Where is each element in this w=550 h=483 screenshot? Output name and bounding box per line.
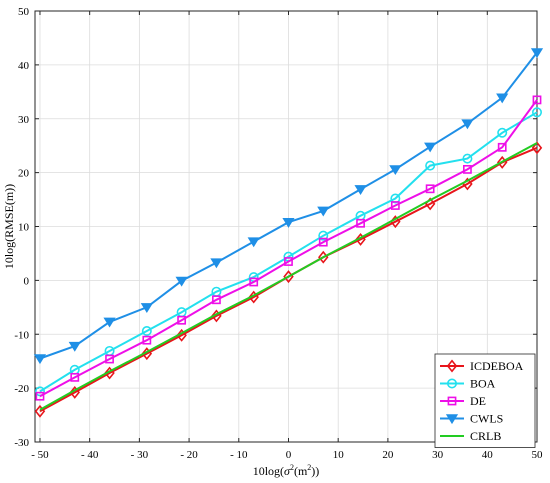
y-tick-label: 30 [18,114,30,126]
series-crlb [39,142,538,411]
legend-label: ICDEBOA [470,359,524,373]
triangle-marker [247,237,260,248]
circle-marker [462,153,473,164]
axis-ticks: - 50 - 40 - 30 - 20 - 10 0 10 20 30 40 50 -30 -20 -10… [14,6,543,461]
x-tick-label: 0 [286,449,292,461]
x-tick-label: 40 [482,449,494,461]
x-tick-label: 30 [432,449,444,461]
square-marker [425,184,435,194]
x-tick-label: - 30 [131,449,149,461]
series-boa [34,107,542,397]
legend-label: CRLB [470,429,501,443]
circle-marker [497,127,508,138]
x-label-unit: (m [294,464,308,478]
square-marker [390,201,400,210]
x-tick-label: 20 [382,449,394,461]
series-line [39,99,538,398]
triangle-marker [496,93,509,104]
x-tick-label: 50 [532,449,544,461]
triangle-marker [317,206,330,217]
legend-item-de: DE [440,394,486,408]
x-label-superscript: 2 [290,463,294,472]
square-marker [70,372,80,382]
x-axis-label: 10log(σ2(m2)) [253,463,320,478]
triangle-marker [424,142,437,153]
legend: ICDEBOA BOA DE CWLS CRLB [434,353,536,448]
square-marker [356,218,365,228]
triangle-marker [33,354,47,365]
x-label-unit-superscript: 2 [307,463,311,472]
series-de [35,95,542,401]
diamond-marker [69,385,80,399]
circle-marker [531,107,542,118]
y-tick-label: 10 [18,222,30,234]
diamond-marker [531,141,543,155]
diamond-marker [141,347,153,361]
triangle-marker [445,414,459,425]
diamond-marker [211,309,222,323]
x-tick-label: - 20 [180,449,198,461]
triangle-marker [389,165,402,176]
triangle-marker [461,119,474,130]
y-tick-label: 0 [24,275,30,287]
circle-marker [141,326,152,337]
x-tick-label: - 40 [81,449,99,461]
y-axis-label: 10log(RMSE(m)) [2,184,16,269]
triangle-marker [530,48,544,59]
square-marker [284,257,293,266]
legend-label: DE [470,394,486,408]
triangle-marker [210,258,223,269]
legend-item-boa: BOA [440,377,496,391]
diamond-marker [248,290,259,304]
circle-marker [446,378,457,389]
square-marker [142,335,152,345]
square-marker [177,315,187,325]
square-marker [447,396,457,406]
triangle-marker [140,303,153,313]
triangle-marker [282,217,295,228]
y-tick-label: -10 [14,329,29,341]
triangle-marker [68,341,81,352]
x-label-prefix: 10log( [253,464,284,478]
series-line [39,111,538,393]
series-line [39,142,538,411]
square-marker [249,277,259,287]
legend-label: BOA [470,377,496,391]
y-tick-label: 40 [18,60,30,72]
diamond-marker [355,232,366,246]
square-marker [35,391,45,401]
legend-label: CWLS [470,412,503,426]
circle-marker [318,230,329,241]
y-tick-label: 20 [18,168,30,180]
y-tick-label: -30 [14,437,29,449]
triangle-marker [103,317,116,328]
square-marker [497,142,507,152]
diamond-marker [446,359,458,373]
y-tick-label: -20 [14,383,29,395]
diamond-marker [34,404,46,418]
legend-item-cwls: CWLS [440,412,503,426]
x-label-sigma: σ [284,464,291,478]
circle-marker [425,160,436,171]
series-group [33,48,544,418]
square-marker [105,354,114,364]
square-marker [212,295,221,305]
diamond-marker [104,366,115,380]
square-marker [463,164,472,174]
square-marker [318,237,328,247]
x-tick-label: 10 [333,449,345,461]
triangle-marker [175,276,188,287]
legend-item-icdeboa: ICDEBOA [440,359,524,373]
series-cwls [33,48,544,365]
x-tick-label: - 10 [230,449,248,461]
x-label-suffix: )) [311,464,319,478]
square-marker [532,95,542,105]
legend-item-crlb: CRLB [440,429,501,443]
triangle-marker [354,185,367,195]
x-tick-label: - 50 [31,449,49,461]
y-tick-label: 50 [18,6,30,18]
